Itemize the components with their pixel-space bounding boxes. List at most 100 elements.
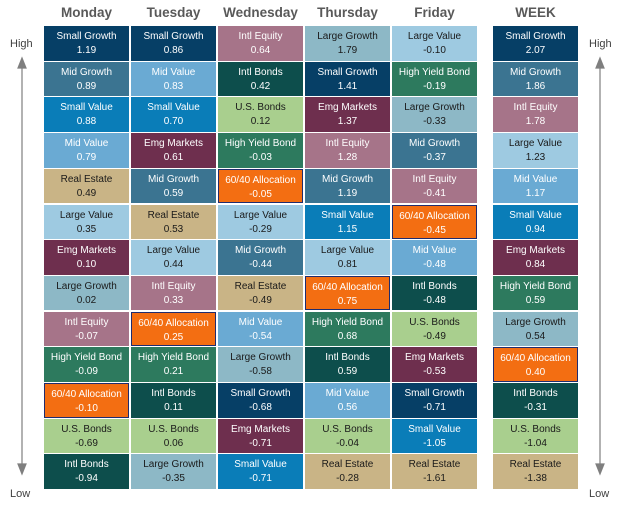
asset-name: High Yield Bond <box>137 352 210 364</box>
cell-monday-rank-3: Small Value 0.88 <box>44 97 129 132</box>
column-header-friday: Friday <box>414 5 455 20</box>
return-value: 0.06 <box>163 437 184 449</box>
return-value: 0.81 <box>337 259 358 271</box>
cell-friday-rank-8: Intl Bonds -0.48 <box>392 275 477 311</box>
asset-name: Mid Growth <box>509 66 562 78</box>
return-value: -0.35 <box>162 473 185 485</box>
cell-wednesday-rank-8: Real Estate -0.49 <box>218 275 303 311</box>
return-value: 0.75 <box>337 295 358 307</box>
return-value: -0.10 <box>75 403 98 414</box>
cell-friday-rank-9: U.S. Bonds -0.49 <box>392 311 477 347</box>
asset-name: Large Value <box>233 209 288 221</box>
return-value: -0.31 <box>524 402 547 413</box>
return-value: 0.59 <box>525 294 546 306</box>
return-value: -0.54 <box>249 330 272 342</box>
return-value: -0.45 <box>423 224 446 236</box>
return-value: -0.71 <box>423 402 446 413</box>
asset-name: Real Estate <box>321 459 374 471</box>
asset-name: Real Estate <box>147 209 200 221</box>
cell-thursday-rank-10: Intl Bonds 0.59 <box>305 347 390 382</box>
return-value: 0.44 <box>163 259 184 271</box>
asset-name: Large Value <box>146 245 201 257</box>
return-value: 0.49 <box>76 187 97 199</box>
return-value: -0.49 <box>423 330 446 342</box>
return-value: 0.61 <box>163 152 184 164</box>
cell-tuesday-rank-7: Large Value 0.44 <box>131 240 216 275</box>
asset-name: Mid Value <box>238 316 283 328</box>
asset-name: Intl Equity <box>513 102 558 114</box>
low-label-right: Low <box>589 488 610 500</box>
cell-tuesday-rank-5: Mid Growth 0.59 <box>131 168 216 204</box>
cell-week-rank-1: Small Growth 2.07 <box>493 26 578 61</box>
cell-thursday-rank-4: Intl Equity 1.28 <box>305 133 390 168</box>
return-value: -0.07 <box>75 330 98 342</box>
return-value: -0.94 <box>75 473 98 485</box>
return-value: 0.86 <box>163 45 184 56</box>
asset-name: Mid Growth <box>147 173 200 185</box>
return-value: 0.68 <box>337 330 358 342</box>
return-value: -0.53 <box>423 366 446 378</box>
asset-name: Emg Markets <box>506 245 565 257</box>
cell-week-rank-4: Large Value 1.23 <box>493 133 578 168</box>
return-value: -0.05 <box>249 188 272 200</box>
cell-thursday-rank-12: U.S. Bonds -0.04 <box>305 418 390 454</box>
cell-wednesday-rank-4: High Yield Bond -0.03 <box>218 133 303 168</box>
asset-name: Emg Markets <box>231 423 290 435</box>
cell-thursday-rank-7: Large Value 0.81 <box>305 240 390 275</box>
return-value: 1.78 <box>525 116 546 128</box>
cell-tuesday-rank-8: Intl Equity 0.33 <box>131 275 216 311</box>
asset-name: Small Value <box>234 459 287 471</box>
column-header-wednesday: Wednesday <box>223 5 298 20</box>
asset-name: Large Value <box>320 245 375 257</box>
return-value: 0.64 <box>250 45 271 56</box>
cell-week-rank-3: Intl Equity 1.78 <box>493 97 578 132</box>
return-value: -1.38 <box>524 473 547 485</box>
cell-wednesday-rank-2: Intl Bonds 0.42 <box>218 61 303 97</box>
cell-week-rank-10: 60/40 Allocation 0.40 <box>493 347 578 382</box>
return-value: 0.02 <box>76 294 97 306</box>
asset-name: Intl Bonds <box>412 280 457 292</box>
asset-name: U.S. Bonds <box>322 423 373 435</box>
return-value: -1.05 <box>423 437 446 449</box>
cell-friday-rank-7: Mid Value -0.48 <box>392 240 477 275</box>
cell-monday-rank-12: U.S. Bonds -0.69 <box>44 418 129 454</box>
asset-name: Intl Bonds <box>151 388 196 399</box>
asset-name: Mid Growth <box>60 66 113 78</box>
low-label-left: Low <box>10 488 31 500</box>
asset-name: Intl Equity <box>412 173 457 185</box>
return-value: 1.86 <box>525 80 546 92</box>
cell-friday-rank-2: High Yield Bond -0.19 <box>392 61 477 97</box>
return-value: 1.37 <box>337 116 358 128</box>
cell-tuesday-rank-4: Emg Markets 0.61 <box>131 133 216 168</box>
cell-monday-rank-8: Large Growth 0.02 <box>44 275 129 311</box>
cell-week-rank-8: High Yield Bond 0.59 <box>493 275 578 311</box>
cell-week-rank-12: U.S. Bonds -1.04 <box>493 418 578 454</box>
return-value: 0.40 <box>525 367 546 379</box>
high-label-right: High <box>589 38 612 50</box>
asset-name: Real Estate <box>408 459 461 471</box>
cell-monday-rank-11: 60/40 Allocation -0.10 <box>44 383 129 418</box>
cell-friday-rank-5: Intl Equity -0.41 <box>392 168 477 204</box>
cell-thursday-rank-1: Large Growth 1.79 <box>305 26 390 61</box>
return-value: -0.69 <box>75 437 98 449</box>
cell-friday-rank-12: Small Value -1.05 <box>392 418 477 454</box>
high-label-left: High <box>10 38 33 50</box>
return-value: -0.68 <box>249 402 272 413</box>
asset-name: Intl Bonds <box>325 352 370 364</box>
column-header-monday: Monday <box>60 5 112 20</box>
asset-name: Intl Equity <box>238 31 283 42</box>
asset-name: Emg Markets <box>318 102 377 114</box>
return-value: -0.10 <box>423 45 446 56</box>
cell-wednesday-rank-3: U.S. Bonds 0.12 <box>218 97 303 132</box>
return-value: 0.53 <box>163 223 184 235</box>
asset-name: Intl Bonds <box>64 459 109 471</box>
cell-friday-rank-3: Large Growth -0.33 <box>392 97 477 132</box>
asset-name: Real Estate <box>60 173 113 185</box>
cell-monday-rank-7: Emg Markets 0.10 <box>44 240 129 275</box>
asset-name: Mid Value <box>513 173 558 185</box>
asset-name: Intl Equity <box>64 316 109 328</box>
cell-wednesday-rank-9: Mid Value -0.54 <box>218 311 303 347</box>
cell-thursday-rank-9: High Yield Bond 0.68 <box>305 311 390 347</box>
return-value: 0.94 <box>525 223 546 235</box>
